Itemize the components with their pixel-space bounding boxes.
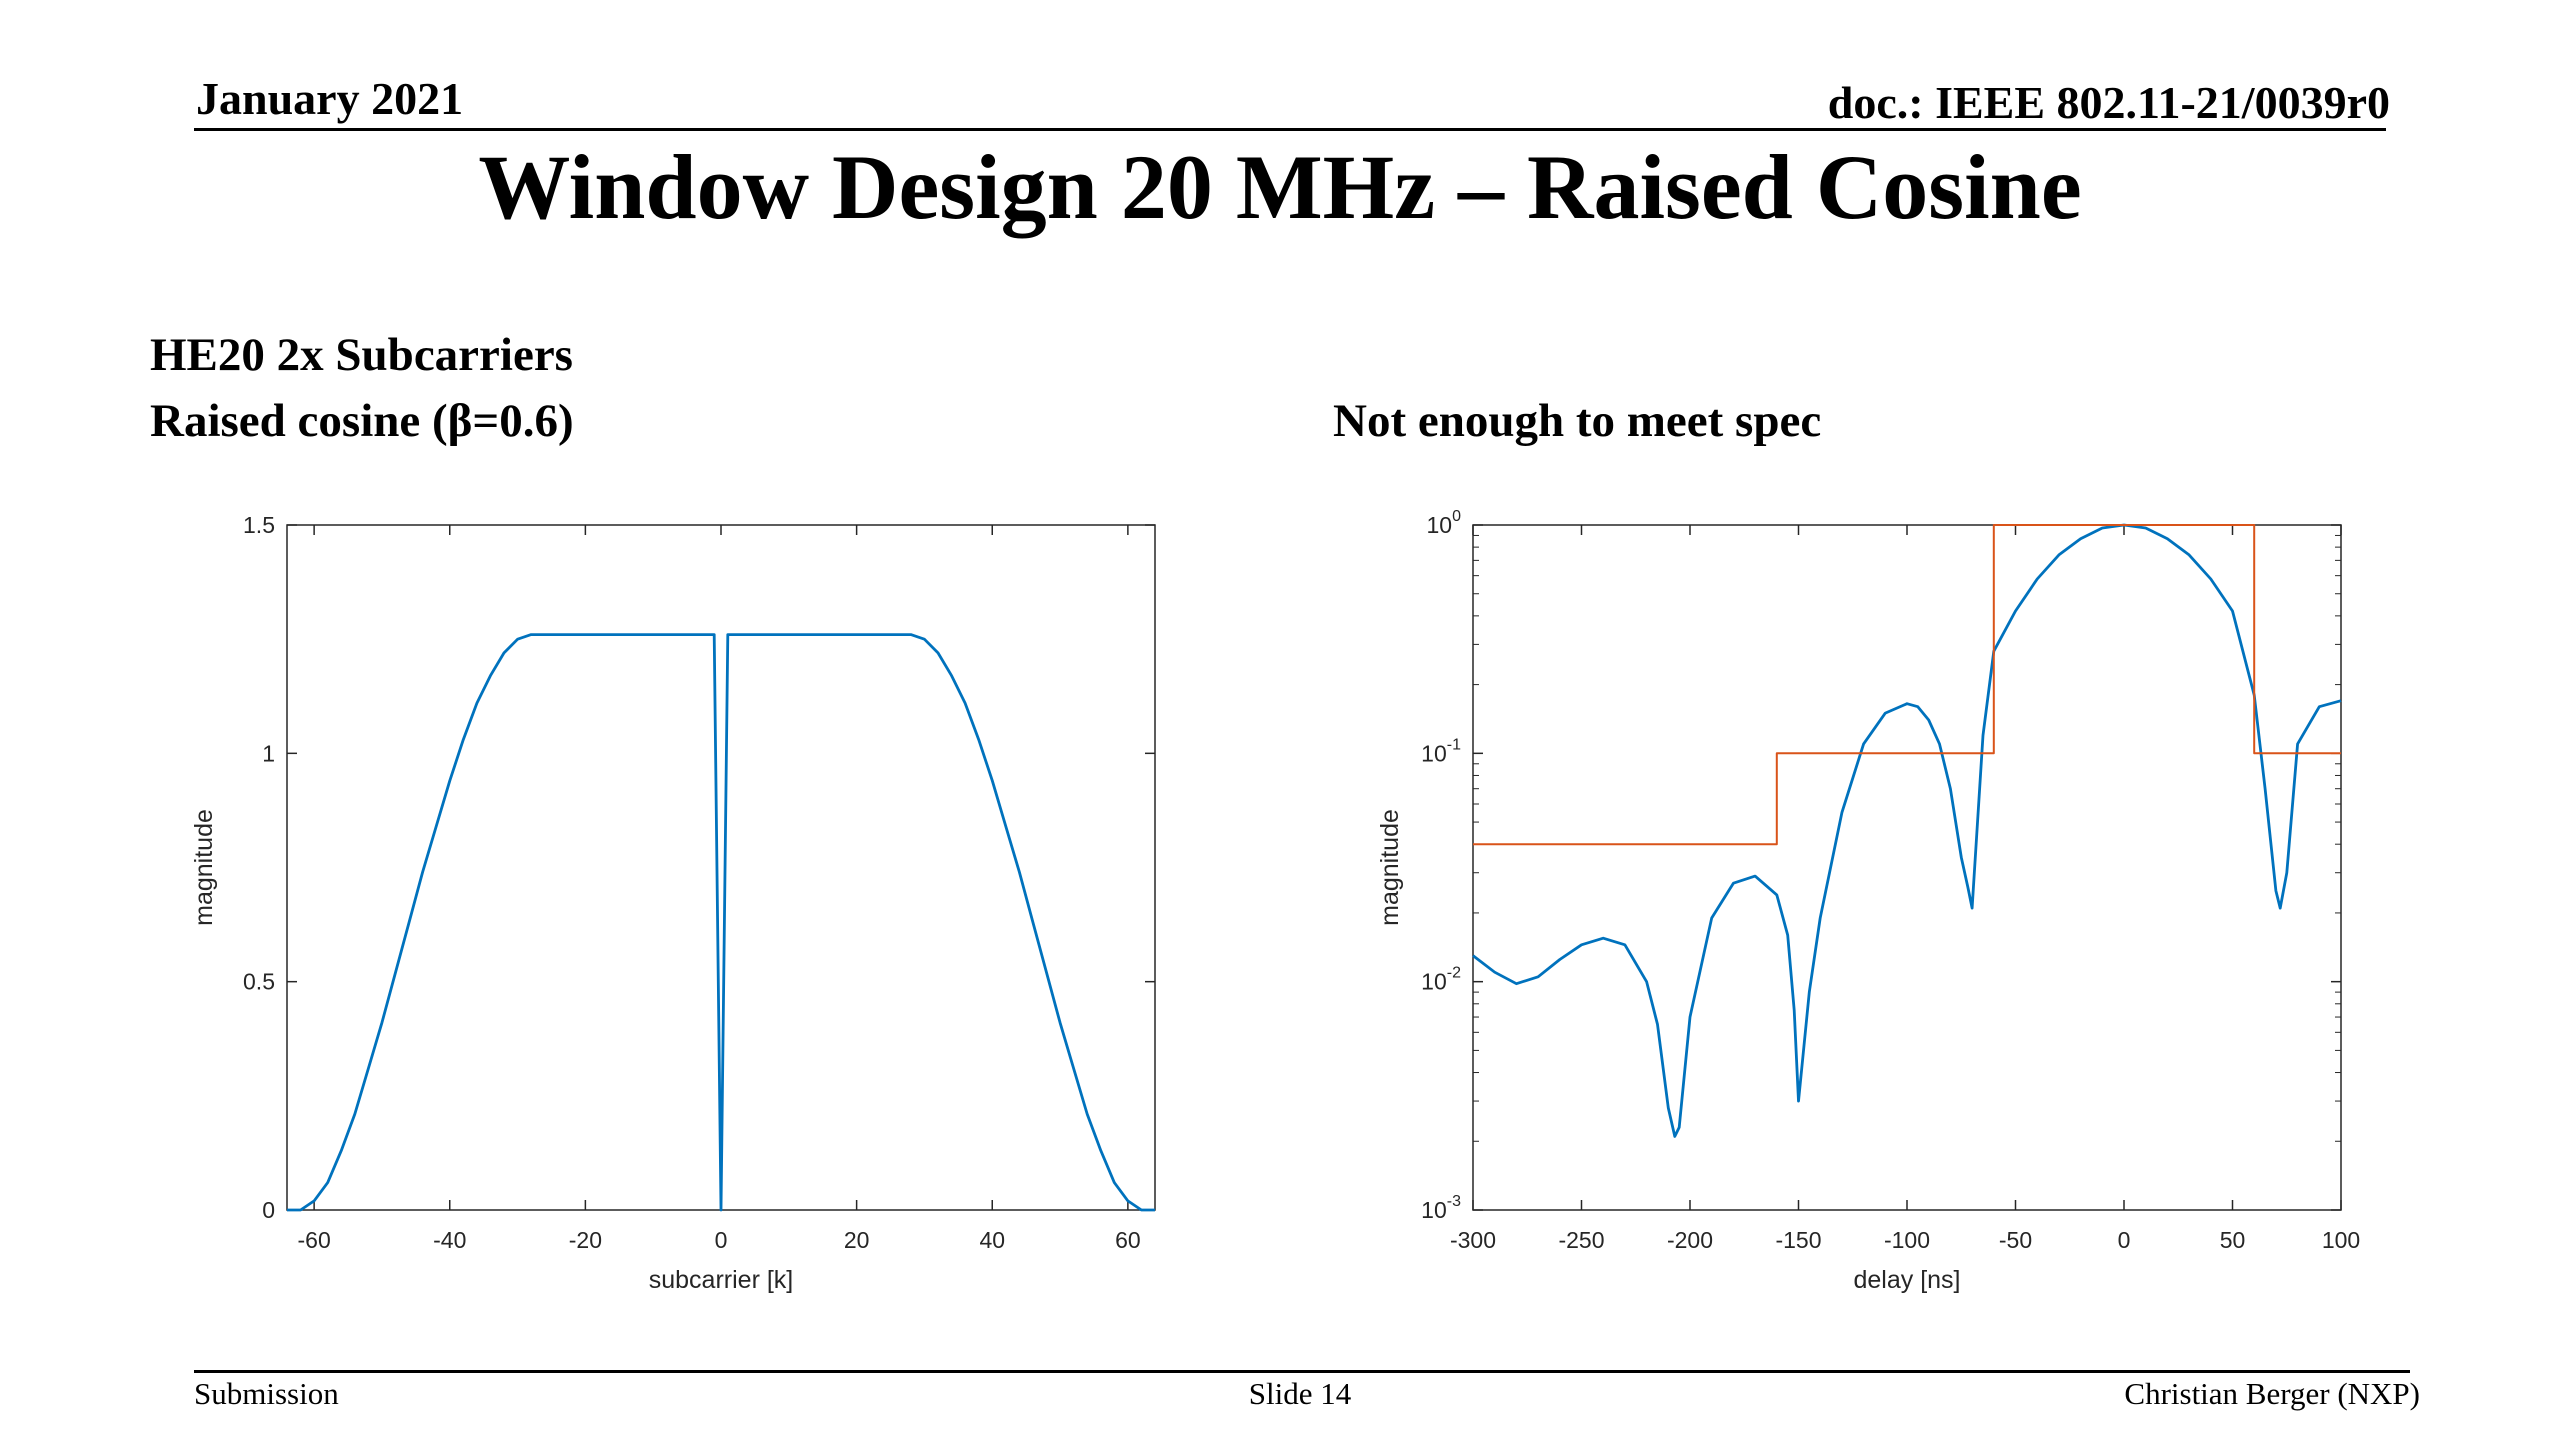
axes-box bbox=[1472, 524, 2342, 1211]
x-axis-label: subcarrier [k] bbox=[649, 1266, 793, 1294]
y-axis-label: magnitude bbox=[190, 809, 218, 926]
x-tick-label: -100 bbox=[1884, 1227, 1930, 1253]
slide-title: Window Design 20 MHz – Raised Cosine bbox=[478, 136, 2082, 238]
footer-rule bbox=[194, 1370, 2410, 1373]
x-tick-label: 0 bbox=[2118, 1227, 2131, 1253]
right-heading: Not enough to meet spec bbox=[1333, 395, 1822, 447]
left-heading-1: HE20 2x Subcarriers bbox=[150, 329, 573, 381]
header-rule bbox=[194, 128, 2386, 131]
x-tick-label: -50 bbox=[1999, 1227, 2032, 1253]
x-tick-label: -200 bbox=[1667, 1227, 1713, 1253]
x-tick-label: -250 bbox=[1558, 1227, 1604, 1253]
header-date: January 2021 bbox=[196, 73, 464, 124]
x-tick-label: -60 bbox=[298, 1227, 331, 1253]
x-tick-label: 20 bbox=[844, 1227, 870, 1253]
y-tick-label: 0 bbox=[262, 1197, 275, 1223]
series-line bbox=[287, 633, 1155, 1212]
x-tick-label: 60 bbox=[1115, 1227, 1141, 1253]
left-chart-subcarrier-magnitude: -60 -40 -20 0 20 40 60 0 0.5 1 1.5 subcarrier [k] ma… bbox=[190, 512, 1156, 1294]
x-tick-label: 50 bbox=[2220, 1227, 2246, 1253]
y-tick-label: 100 bbox=[1427, 508, 1462, 538]
x-tick-label: -40 bbox=[433, 1227, 466, 1253]
x-tick-label: -300 bbox=[1450, 1227, 1496, 1253]
footer-submission: Submission bbox=[194, 1376, 339, 1411]
y-tick-label: 10-3 bbox=[1421, 1193, 1461, 1223]
footer-slide-number: Slide 14 bbox=[1248, 1376, 1352, 1411]
x-axis-label: delay [ns] bbox=[1853, 1266, 1960, 1294]
y-tick-label: 1.5 bbox=[243, 512, 275, 538]
y-tick-label: 10-1 bbox=[1421, 736, 1461, 766]
spec-mask-line bbox=[1473, 524, 2341, 846]
right-chart-delay-magnitude: -300 -250 -200 -150 -100 -50 0 50 100 10-3 10-2 10-… bbox=[1376, 508, 2360, 1294]
y-tick-label: 0.5 bbox=[243, 969, 275, 995]
footer-author: Christian Berger (NXP) bbox=[2124, 1376, 2420, 1411]
left-heading-2: Raised cosine (β=0.6) bbox=[150, 395, 574, 447]
y-tick-label: 10-2 bbox=[1421, 965, 1461, 995]
y-axis-label: magnitude bbox=[1376, 809, 1404, 926]
x-tick-label: 100 bbox=[2322, 1227, 2360, 1253]
y-tick-label: 1 bbox=[262, 740, 275, 766]
x-tick-label: 40 bbox=[979, 1227, 1005, 1253]
x-tick-label: 0 bbox=[715, 1227, 728, 1253]
x-tick-label: -20 bbox=[569, 1227, 602, 1253]
x-tick-label: -150 bbox=[1775, 1227, 1821, 1253]
header-doc-id: doc.: IEEE 802.11-21/0039r0 bbox=[1827, 77, 2390, 128]
series-line bbox=[1472, 523, 2342, 1138]
